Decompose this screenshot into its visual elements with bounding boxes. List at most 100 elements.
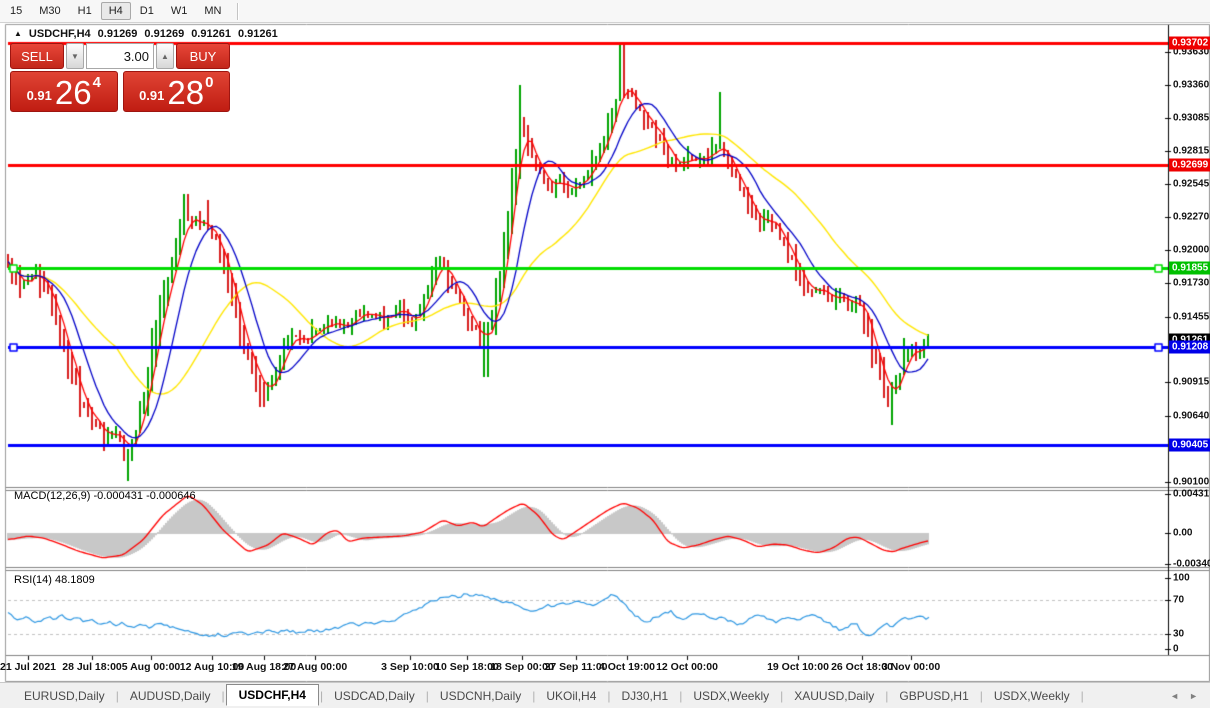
tab-separator: | (885, 688, 889, 703)
buy-price-big: 28 (167, 74, 205, 111)
ohlc-open: 0.91269 (97, 28, 138, 40)
chart-tab-GBPUSD-H1[interactable]: GBPUSD,H1 (899, 688, 969, 703)
chart-collapse-icon[interactable]: ▲ (14, 29, 22, 38)
date-label-27-Aug-00-00: 27 Aug 00:00 (282, 661, 348, 673)
price-tick-0.93360: 0.93360 (1173, 79, 1210, 91)
chart-tab-USDCHF-H4[interactable]: USDCHF,H4 (225, 684, 319, 706)
timeframe-button-H1[interactable]: H1 (77, 5, 92, 17)
price-tick-0.91455: 0.91455 (1173, 311, 1210, 323)
tab-separator: | (1080, 688, 1084, 703)
tab-separator: | (607, 688, 611, 703)
price-badge-0.93702: 0.93702 (1169, 36, 1210, 50)
date-label-5-Aug-00-00: 5 Aug 00:00 (121, 661, 181, 673)
timeframe-button-W1[interactable]: W1 (170, 5, 188, 17)
price-tick-0.92815: 0.92815 (1173, 145, 1210, 157)
date-label-3-Nov-00-00: 3 Nov 00:00 (881, 661, 941, 673)
date-label-12-Oct-00-00: 12 Oct 00:00 (656, 661, 718, 673)
price-tick-0.90640: 0.90640 (1173, 410, 1210, 422)
timeframe-button-D1[interactable]: D1 (139, 5, 154, 17)
sell-price-sup: 4 (92, 74, 101, 91)
date-label-28-Jul-18-00: 28 Jul 18:00 (62, 661, 122, 673)
tab-separator: | (425, 688, 429, 703)
price-tick-0.92270: 0.92270 (1173, 211, 1210, 223)
macd-tick-0.00431: 0.00431 (1173, 488, 1210, 500)
rsi-label: RSI(14) 48.1809 (14, 574, 95, 586)
price-tick-0.92000: 0.92000 (1173, 244, 1210, 256)
tab-separator: | (780, 688, 784, 703)
chart-tab-USDCNH-Daily[interactable]: USDCNH,Daily (439, 688, 522, 703)
buy-price-sup: 0 (205, 74, 214, 91)
volume-up-button[interactable]: ▲ (156, 43, 174, 69)
chart-tab-XAUUSD-Daily[interactable]: XAUUSD,Daily (794, 688, 875, 703)
date-label-18-Sep-00-00: 18 Sep 00:00 (490, 661, 554, 673)
timeframe-button-MN[interactable]: MN (204, 5, 222, 17)
chevron-up-icon: ▲ (161, 51, 169, 61)
date-label-19-Aug-18-00: 19 Aug 18:00 (231, 661, 297, 673)
chart-tab-bar: EURUSD,Daily | AUDUSD,Daily | USDCHF,H4 | USDC… (0, 682, 1210, 708)
price-badge-0.91855: 0.91855 (1169, 261, 1210, 275)
ohlc-close: 0.91261 (237, 28, 278, 40)
sell-button[interactable]: SELL (10, 43, 64, 69)
date-label-19-Oct-10-00: 19 Oct 10:00 (767, 661, 829, 673)
buy-price-box[interactable]: 0.91 28 0 (122, 71, 230, 112)
date-label-4-Oct-19-00: 4 Oct 19:00 (598, 661, 656, 673)
tab-scroll-right-icon[interactable]: ► (1189, 690, 1198, 701)
timeframe-button-15[interactable]: 15 (10, 5, 23, 17)
chart-tab-UKOil-H4[interactable]: UKOil,H4 (546, 688, 597, 703)
rsi-tick-30: 30 (1173, 628, 1185, 640)
chart-header: ▲ USDCHF,H4 0.91269 0.91269 0.91261 0.91… (14, 28, 278, 40)
rsi-tick-70: 70 (1173, 594, 1185, 606)
timeframe-button-M30[interactable]: M30 (39, 5, 61, 17)
sell-price-box[interactable]: 0.91 26 4 (10, 71, 118, 112)
one-click-trading-panel: SELL ▼ ▲ BUY 0.91 26 4 0.91 28 0 (10, 43, 230, 112)
buy-price-prefix: 0.91 (139, 88, 165, 103)
tab-scroll-left-icon[interactable]: ◄ (1170, 690, 1180, 701)
sell-price-prefix: 0.91 (26, 88, 52, 103)
tab-separator: | (221, 688, 225, 703)
macd-tick--0.003405: -0.003405 (1173, 558, 1210, 570)
chart-tab-USDX-Weekly[interactable]: USDX,Weekly (693, 688, 770, 703)
price-badge-0.91208: 0.91208 (1169, 340, 1210, 354)
chart-tab-EURUSD-Daily[interactable]: EURUSD,Daily (24, 688, 105, 703)
price-badge-0.90405: 0.90405 (1169, 438, 1210, 452)
price-tick-0.93630: 0.93630 (1173, 46, 1210, 58)
price-tick-0.90100: 0.90100 (1173, 476, 1210, 488)
date-label-12-Aug-10-00: 12 Aug 10:00 (179, 661, 245, 673)
rsi-tick-100: 100 (1173, 572, 1190, 584)
tab-separator: | (532, 688, 536, 703)
macd-tick-0.00: 0.00 (1173, 527, 1193, 539)
price-tick-0.92545: 0.92545 (1173, 178, 1210, 190)
chart-symbol-title: USDCHF,H4 (28, 28, 91, 40)
timeframe-toolbar: 15 M30 H1 H4 D1 W1 MN (0, 0, 1210, 23)
tab-separator: | (115, 688, 119, 703)
chevron-down-icon: ▼ (71, 51, 79, 61)
chart-tab-DJ30-H1[interactable]: DJ30,H1 (621, 688, 669, 703)
date-label-27-Sep-11-00: 27 Sep 11:00 (544, 661, 608, 673)
tab-separator: | (679, 688, 683, 703)
price-tick-0.91730: 0.91730 (1173, 277, 1210, 289)
volume-down-button[interactable]: ▼ (66, 43, 84, 69)
tab-scroll-arrows: ◄ ► (1170, 691, 1198, 701)
rsi-tick-0: 0 (1173, 643, 1179, 655)
price-tick-0.90915: 0.90915 (1173, 376, 1210, 388)
volume-input[interactable] (86, 43, 154, 69)
price-tick-0.93085: 0.93085 (1173, 112, 1210, 124)
chart-tab-USDX-Weekly[interactable]: USDX,Weekly (993, 688, 1070, 703)
price-badge-0.92699: 0.92699 (1169, 158, 1210, 172)
buy-button[interactable]: BUY (176, 43, 230, 69)
toolbar-separator (237, 2, 239, 20)
date-label-26-Oct-18-00: 26 Oct 18:00 (831, 661, 893, 673)
ohlc-low: 0.91261 (191, 28, 231, 40)
timeframe-buttons: 15 M30 H1 H4 D1 W1 MN (0, 2, 230, 20)
macd-label: MACD(12,26,9) -0.000431 -0.000646 (14, 490, 196, 502)
date-label-3-Sep-10-00: 3 Sep 10:00 (381, 661, 439, 673)
date-label-21-Jul-2021: 21 Jul 2021 (0, 661, 57, 673)
chart-tab-AUDUSD-Daily[interactable]: AUDUSD,Daily (129, 688, 211, 703)
ohlc-high: 0.91269 (144, 28, 185, 40)
sell-price-big: 26 (54, 74, 92, 111)
date-label-10-Sep-18-00: 10 Sep 18:00 (435, 661, 499, 673)
chart-tab-USDCAD-Daily[interactable]: USDCAD,Daily (334, 688, 415, 703)
timeframe-button-H4[interactable]: H4 (100, 2, 131, 20)
